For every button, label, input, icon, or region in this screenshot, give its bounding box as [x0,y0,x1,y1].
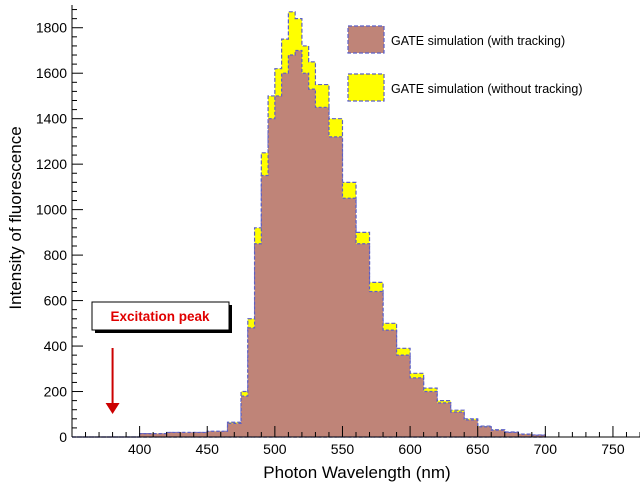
legend-swatch-without-tracking [347,73,385,102]
excitation-annotation: Excitation peak [91,301,232,414]
y-tick-label: 1000 [36,202,67,218]
x-tick-label: 650 [466,441,490,457]
x-axis-title: Photon Wavelength (nm) [263,463,450,482]
y-tick-label: 1800 [36,20,67,36]
x-tick-label: 700 [534,441,558,457]
annotation-label: Excitation peak [110,309,210,324]
annotation-box [91,301,230,331]
x-tick-label: 450 [196,441,220,457]
x-tick-label: 550 [331,441,355,457]
y-tick-label: 600 [44,293,68,309]
axes: 0 200 400 600 800 1000 1200 1400 1600 1800 400 450 5… [36,5,640,457]
legend-swatch-with-tracking [347,25,385,54]
y-tick-label: 200 [44,384,68,400]
legend-label-with-tracking: GATE simulation (with tracking) [391,34,565,48]
x-tick-label: 400 [128,441,152,457]
series-fills [72,11,546,438]
x-tick-label: 750 [601,441,625,457]
y-tick-label: 1200 [36,156,67,172]
series-area-with-tracking [72,49,546,438]
y-tick-label: 1600 [36,65,67,81]
y-tick-label: 0 [59,429,67,445]
annotation-arrow-head [105,403,120,414]
x-tick-label: 600 [398,441,422,457]
y-tick-label: 1400 [36,111,67,127]
y-tick-label: 800 [44,247,68,263]
y-axis-title: Intensity of fluorescence [6,126,25,309]
x-tick-label: 500 [263,441,287,457]
legend-label-without-tracking: GATE simulation (without tracking) [391,82,583,96]
y-tick-label: 400 [44,338,68,354]
legend: GATE simulation (with tracking) GATE simu… [347,25,583,102]
